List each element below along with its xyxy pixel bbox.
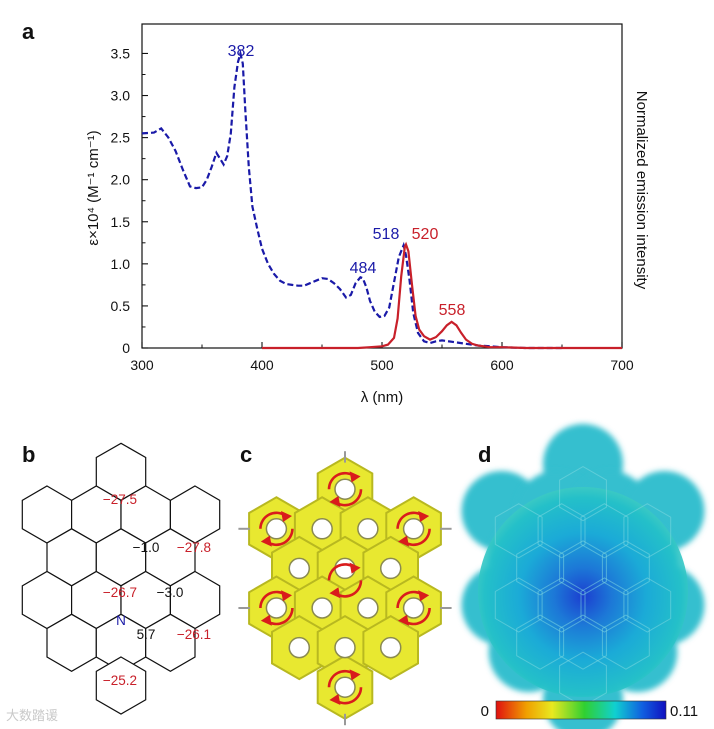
x-axis-title: λ (nm)	[361, 389, 404, 406]
peak-label-484: 484	[350, 260, 377, 277]
y-tick-label: 1.5	[111, 214, 131, 230]
arrowhead	[260, 535, 272, 547]
hexagon-grid	[21, 442, 221, 715]
arrowhead	[349, 669, 361, 681]
esp-core	[478, 487, 688, 697]
arrowhead	[397, 614, 409, 626]
nics-value-inner-top: −1.0	[133, 540, 160, 555]
arrowhead	[349, 562, 361, 574]
watermark: 大数踏谖	[6, 708, 58, 723]
density-hole	[265, 518, 288, 540]
panel-label-b: b	[22, 442, 35, 467]
panel-label-c: c	[240, 442, 252, 467]
density-hole	[288, 557, 311, 580]
arrowhead	[329, 694, 341, 705]
y-tick-labels: 0 0.5 1.0 1.5 2.0 2.5 3.0 3.5	[111, 45, 131, 356]
nics-diagram: −27.5 −1.0 −27.8 −26.7 −3.0 5.7 −26.1 −2…	[21, 442, 221, 715]
esp-hex-outline	[494, 503, 543, 559]
y-tick-label: 3.5	[111, 45, 131, 61]
arrowhead	[349, 471, 361, 483]
peak-label-520: 520	[412, 226, 439, 243]
nics-value-upper-right: −27.8	[177, 540, 211, 555]
esp-hex-outline	[516, 614, 565, 670]
nitrogen-atom-label: N	[116, 613, 126, 628]
esp-hex-outline	[559, 540, 607, 596]
esp-hex-outline	[537, 577, 586, 633]
panel-label-d: d	[478, 442, 491, 467]
nics-value-inner-right: −3.0	[157, 585, 184, 600]
nics-value-top: −27.5	[103, 492, 137, 507]
peak-label-518: 518	[373, 226, 400, 243]
density-hole	[334, 478, 356, 500]
density-hole	[357, 518, 379, 540]
arrowhead	[329, 587, 341, 599]
esp-hex-outline	[623, 503, 672, 559]
esp-hex-outline	[559, 614, 607, 670]
nics-value-lower-right: −26.1	[177, 627, 211, 642]
y-tick-label: 3.0	[111, 88, 131, 104]
esp-hex-outline	[601, 540, 650, 596]
y-tick-label: 0.5	[111, 298, 131, 314]
density-hole	[379, 557, 402, 580]
nics-value-bottom: −25.2	[103, 673, 137, 688]
absorption-series-line	[141, 49, 562, 350]
hexagon-ring	[145, 613, 196, 672]
x-tick-label: 700	[610, 357, 634, 373]
y-tick-label: 2.0	[111, 172, 131, 188]
esp-hex-outline	[494, 577, 543, 633]
spectrum-chart: 300 400 500 600 700 0 0.5 1.0 1.5 2.0 2.5 3.0 3.5 3…	[85, 23, 650, 406]
colorbar-max-label: 0.11	[670, 703, 698, 720]
density-hole	[265, 597, 288, 619]
colorbar	[495, 700, 667, 720]
arrowhead	[418, 511, 430, 522]
y-tick-label: 1.0	[111, 256, 131, 272]
density-body	[248, 456, 442, 720]
esp-hex-outline	[580, 503, 629, 559]
esp-hex-outline	[623, 577, 672, 633]
arrowhead	[281, 590, 293, 602]
arrowhead	[329, 496, 341, 507]
hexagon-ring	[95, 656, 147, 715]
esp-hex-outline	[601, 614, 650, 670]
plot-frame	[141, 23, 623, 349]
x-tick-labels: 300 400 500 600 700	[130, 357, 634, 373]
density-hole	[402, 518, 425, 540]
density-hole	[334, 676, 356, 698]
esp-hex-outline	[559, 466, 607, 522]
density-hole	[311, 518, 333, 540]
y-tick-label: 0	[122, 340, 130, 356]
y-axis-title: ε×10⁴ (M⁻¹ cm⁻¹)	[85, 130, 102, 245]
esp-map	[461, 423, 705, 729]
emission-series-line	[262, 241, 622, 350]
x-tick-label: 500	[370, 357, 394, 373]
nics-value-inner-left: −26.7	[103, 585, 137, 600]
density-hole	[288, 636, 311, 659]
arrowhead	[397, 535, 409, 547]
colorbar-min-label: 0	[481, 703, 489, 720]
current-density-plot	[238, 451, 452, 726]
esp-hex-outline	[537, 503, 586, 559]
y-tick-label: 2.5	[111, 130, 131, 146]
density-hole	[402, 597, 425, 619]
x-tick-label: 400	[250, 357, 274, 373]
arrowhead	[418, 590, 430, 602]
x-tick-label: 300	[130, 357, 154, 373]
arrowhead	[260, 614, 272, 626]
density-hole	[357, 597, 379, 619]
peak-label-558: 558	[439, 302, 466, 319]
esp-hex-outline	[516, 540, 565, 596]
arrowhead	[281, 511, 293, 522]
density-hole	[379, 636, 402, 659]
y2-axis-title: Normalized emission intensity	[633, 91, 650, 290]
density-hole	[311, 597, 333, 619]
esp-surface	[461, 423, 705, 729]
peak-label-382: 382	[228, 43, 255, 60]
nics-value-center: 5.7	[137, 627, 156, 642]
panel-label-a: a	[22, 19, 35, 44]
x-tick-label: 600	[490, 357, 514, 373]
density-hole	[334, 636, 356, 659]
axis-ticks	[141, 52, 623, 349]
esp-hex-outline	[580, 577, 629, 633]
